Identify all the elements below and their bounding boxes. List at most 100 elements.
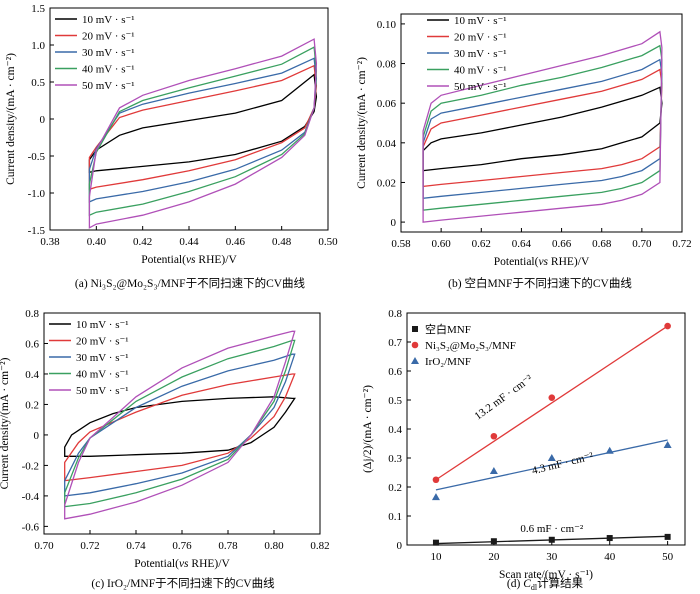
x-tick-label: 0.44	[179, 236, 199, 248]
cv-curve	[64, 330, 296, 520]
y-tick-label: 0.5	[388, 395, 402, 407]
slope-annotation: 0.6 mF · cm⁻²	[520, 523, 584, 535]
data-point	[664, 533, 671, 540]
legend-label: 50 mV · s⁻¹	[454, 81, 507, 93]
y-tick-label: -0.5	[28, 151, 46, 163]
y-tick-label: -0.2	[22, 460, 39, 472]
legend-label: 空白MNF	[425, 322, 471, 336]
data-point	[490, 538, 497, 545]
legend-label: 30 mV · s⁻¹	[82, 47, 135, 59]
y-tick-label: -0.6	[22, 521, 40, 533]
legend-label: 40 mV · s⁻¹	[76, 369, 129, 381]
x-axis-label: Potential(vs RHE)/V	[494, 256, 590, 268]
data-point	[606, 535, 613, 542]
legend-marker	[411, 341, 419, 349]
slope-annotation: 4.3 mF · cm⁻²	[531, 450, 596, 477]
chart-a: 0.38 0.40 0.42 0.44 0.46 0.48 0.50-1.5-1.0-0.5…	[5, 3, 338, 290]
y-tick-label: 1.5	[31, 3, 45, 15]
x-tick-label: 20	[488, 551, 500, 563]
chart-b: 0.58 0.60 0.62 0.64 0.66 0.68 0.70 0.72 0 0.02 0.0…	[356, 13, 692, 290]
panel-caption: (c) IrO₂/MNF于不同扫速下的CV曲线	[91, 576, 275, 590]
fit-line	[435, 325, 668, 481]
y-tick-label: 0.6	[388, 366, 402, 378]
cv-curve	[88, 73, 318, 174]
cv-curve	[64, 396, 296, 457]
y-tick-label: -1.0	[28, 188, 46, 200]
legend-label: 30 mV · s⁻¹	[454, 48, 507, 60]
cv-curve	[64, 353, 296, 497]
x-tick-label: 0.66	[552, 238, 572, 250]
x-tick-label: 0.60	[432, 238, 452, 250]
plot-frame	[400, 13, 683, 233]
legend-label: 30 mV · s⁻¹	[76, 352, 129, 364]
legend-label: 50 mV · s⁻¹	[76, 385, 129, 397]
legend-marker	[411, 357, 419, 364]
y-tick-label: 0	[397, 540, 403, 552]
cv-curve	[64, 339, 296, 508]
legend-marker	[412, 326, 418, 332]
y-tick-label: -0.4	[22, 491, 40, 503]
x-axis-label: Potential(vs RHE)/V	[141, 254, 237, 266]
x-tick-label: 0.40	[87, 236, 107, 248]
x-tick-label: 0.80	[264, 540, 284, 552]
y-tick-label: 0.04	[377, 138, 397, 150]
y-tick-label: 0.4	[388, 424, 402, 436]
y-tick-label: 0.4	[25, 369, 39, 381]
x-tick-label: 0.46	[226, 236, 246, 248]
data-point	[432, 476, 440, 484]
legend-label: 40 mV · s⁻¹	[82, 64, 135, 76]
legend-label: 50 mV · s⁻¹	[82, 80, 135, 92]
data-point	[548, 536, 555, 543]
x-tick-label: 10	[430, 551, 442, 563]
x-tick-label: 0.38	[40, 236, 60, 248]
y-tick-label: 0.2	[25, 399, 39, 411]
y-tick-label: 0.5	[31, 77, 45, 89]
data-point	[547, 454, 556, 461]
panel-caption: (a) Ni₃S₂@Mo₂S₃/MNF于不同扫速下的CV曲线	[75, 276, 306, 290]
data-point	[664, 322, 671, 330]
x-tick-label: 0.74	[126, 540, 146, 552]
x-tick-label: 0.72	[672, 238, 691, 250]
legend-label: 10 mV · s⁻¹	[82, 14, 135, 26]
legend-label: 20 mV · s⁻¹	[82, 31, 135, 43]
panel-caption: (d) Cdl计算结果	[507, 576, 584, 592]
y-axis-label: Current density/(mA · cm⁻²)	[5, 53, 17, 185]
y-axis-label: (Δj/2)/(mA · cm⁻²)	[362, 385, 374, 473]
fit-line	[435, 439, 668, 491]
y-tick-label: 0	[391, 217, 397, 229]
y-tick-label: 1.0	[31, 40, 45, 52]
y-tick-label: 0.6	[25, 338, 39, 350]
slope-annotation: 13.2 mF · cm⁻²	[473, 372, 536, 422]
x-tick-label: 0.72	[80, 540, 99, 552]
x-tick-label: 0.70	[632, 238, 652, 250]
y-tick-label: 0	[34, 430, 40, 442]
data-point	[605, 446, 614, 454]
legend-label: Ni₃S₂@Mo₂S₃/MNF	[425, 340, 516, 352]
data-point	[663, 440, 672, 448]
y-axis-label: Current density/(mA · cm⁻²)	[356, 57, 368, 189]
legend-label: 20 mV · s⁻¹	[454, 32, 507, 44]
legend-label: IrO₂/MNF	[425, 356, 471, 368]
cv-curve	[422, 30, 663, 223]
x-tick-label: 0.68	[592, 238, 612, 250]
y-tick-label: -1.5	[28, 225, 46, 237]
legend-label: 10 mV · s⁻¹	[454, 15, 507, 27]
y-tick-label: 0.02	[377, 177, 396, 189]
y-tick-label: 0.06	[377, 98, 397, 110]
x-tick-label: 0.48	[272, 236, 292, 248]
chart-d: 10 20 30 40 50 0 0.1 0.2 0.3 0.4 0.5 0.6 0.7 0.8 Scan …	[362, 308, 686, 592]
data-point	[489, 467, 498, 475]
y-tick-label: 0.10	[377, 19, 397, 31]
x-tick-label: 0.62	[472, 238, 491, 250]
cv-curve	[88, 38, 318, 229]
x-tick-label: 0.78	[218, 540, 238, 552]
y-tick-label: 0.1	[388, 511, 402, 523]
x-tick-label: 0.82	[310, 540, 329, 552]
y-tick-label: 0.8	[388, 308, 402, 320]
panel-caption: (b) 空白MNF于不同扫速下的CV曲线	[448, 276, 632, 290]
x-tick-label: 0.50	[318, 236, 338, 248]
y-tick-label: 0	[40, 114, 46, 126]
x-axis-label: Potential(vs RHE)/V	[134, 558, 230, 570]
